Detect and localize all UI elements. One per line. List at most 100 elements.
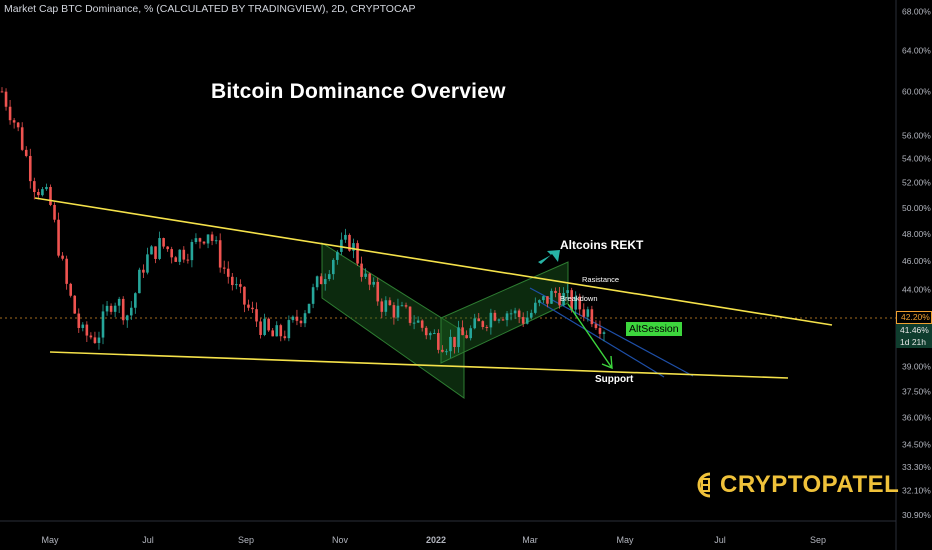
candle-body bbox=[162, 238, 165, 247]
candle-body bbox=[412, 322, 416, 324]
candle-body bbox=[344, 234, 347, 240]
candle-body bbox=[61, 255, 64, 259]
candle-body bbox=[307, 303, 311, 314]
candle-body bbox=[247, 304, 250, 308]
candle-body bbox=[291, 316, 295, 321]
candle-body bbox=[243, 286, 246, 305]
candle-body bbox=[45, 186, 48, 190]
candle-body bbox=[154, 246, 157, 259]
candle-body bbox=[239, 284, 242, 287]
y-tick-label: 68.00% bbox=[902, 7, 931, 17]
candle-body bbox=[109, 305, 113, 312]
candle-body bbox=[437, 333, 440, 350]
candle-body bbox=[267, 318, 270, 331]
candle-body bbox=[517, 310, 521, 318]
candle-body bbox=[101, 311, 105, 338]
candle-body bbox=[146, 254, 149, 273]
candle-body bbox=[336, 251, 339, 260]
candle-body bbox=[525, 317, 529, 324]
candle-body bbox=[469, 328, 472, 339]
candle-body bbox=[586, 309, 590, 317]
candle-body bbox=[4, 91, 8, 107]
candle-body bbox=[368, 273, 371, 285]
candle-body bbox=[562, 293, 565, 306]
candle-body bbox=[138, 269, 141, 294]
candle-body bbox=[85, 324, 89, 336]
candle-body bbox=[465, 335, 468, 339]
y-tick-label: 52.00% bbox=[902, 178, 931, 188]
support-trendline bbox=[49, 351, 789, 379]
candle-body bbox=[259, 321, 262, 335]
x-tick-label: 2022 bbox=[426, 535, 446, 545]
candle-body bbox=[117, 298, 121, 306]
candle-body bbox=[428, 333, 432, 336]
candle-body bbox=[222, 267, 226, 269]
candle-body bbox=[388, 300, 392, 306]
candle-body bbox=[311, 287, 315, 304]
x-tick-label: May bbox=[616, 535, 634, 545]
candle-body bbox=[433, 333, 436, 335]
candle-body bbox=[12, 120, 16, 123]
candle-body bbox=[332, 259, 335, 275]
candle-body bbox=[20, 127, 24, 150]
candle-body bbox=[453, 336, 456, 348]
x-tick-label: Jul bbox=[714, 535, 726, 545]
candle-body bbox=[182, 249, 186, 260]
candle-body bbox=[598, 328, 602, 334]
candle-body bbox=[53, 204, 56, 220]
candle-body bbox=[392, 305, 396, 318]
candle-body bbox=[542, 296, 545, 301]
candle-body bbox=[8, 106, 12, 121]
y-tick-label: 33.30% bbox=[902, 462, 931, 472]
candle-body bbox=[473, 318, 477, 329]
candle-body bbox=[93, 337, 97, 343]
candle-body bbox=[348, 234, 351, 251]
candle-body bbox=[521, 317, 525, 324]
candle-body bbox=[396, 305, 400, 318]
candle-body bbox=[570, 290, 573, 310]
candle-body bbox=[142, 269, 145, 273]
x-tick-label: Nov bbox=[332, 535, 349, 545]
candle-body bbox=[89, 335, 93, 338]
candle-body bbox=[263, 318, 266, 335]
candle-body bbox=[0, 91, 4, 93]
candle-body bbox=[174, 257, 178, 262]
candle-body bbox=[65, 258, 68, 284]
candle-body bbox=[255, 309, 258, 322]
y-tick-label: 50.00% bbox=[902, 203, 931, 213]
breakdown-arrow-head bbox=[601, 355, 613, 370]
candle-body bbox=[505, 313, 509, 321]
candle-body bbox=[97, 337, 101, 343]
candle-body bbox=[235, 284, 238, 286]
candle-body bbox=[364, 273, 367, 277]
candle-body bbox=[356, 243, 359, 264]
candle-body bbox=[602, 332, 606, 334]
candle-body bbox=[352, 243, 355, 251]
candle-body bbox=[283, 336, 287, 339]
candle-body bbox=[279, 325, 283, 337]
x-tick-label: May bbox=[41, 535, 59, 545]
candle-body bbox=[513, 310, 517, 314]
candle-body bbox=[582, 309, 586, 317]
candle-body bbox=[166, 246, 169, 250]
candle-body bbox=[121, 298, 125, 321]
candle-body bbox=[489, 312, 493, 328]
candle-body bbox=[24, 149, 28, 156]
candle-body bbox=[404, 305, 408, 307]
candle-body bbox=[81, 324, 85, 328]
annotation-altcoins-rekt: Altcoins REKT bbox=[560, 238, 644, 252]
x-tick-label: Sep bbox=[810, 535, 826, 545]
candle-body bbox=[420, 320, 424, 328]
candle-body bbox=[534, 302, 537, 313]
up-arrow-icon bbox=[538, 250, 560, 264]
candle-body bbox=[558, 292, 561, 306]
candle-body bbox=[57, 219, 60, 256]
altsession-label: AltSession bbox=[626, 322, 682, 336]
chart-title: Bitcoin Dominance Overview bbox=[211, 80, 506, 103]
candle-body bbox=[449, 336, 452, 352]
y-tick-label: 64.00% bbox=[902, 45, 931, 55]
candle-body bbox=[380, 301, 384, 312]
candle-body bbox=[251, 307, 254, 310]
candle-body bbox=[287, 320, 291, 339]
